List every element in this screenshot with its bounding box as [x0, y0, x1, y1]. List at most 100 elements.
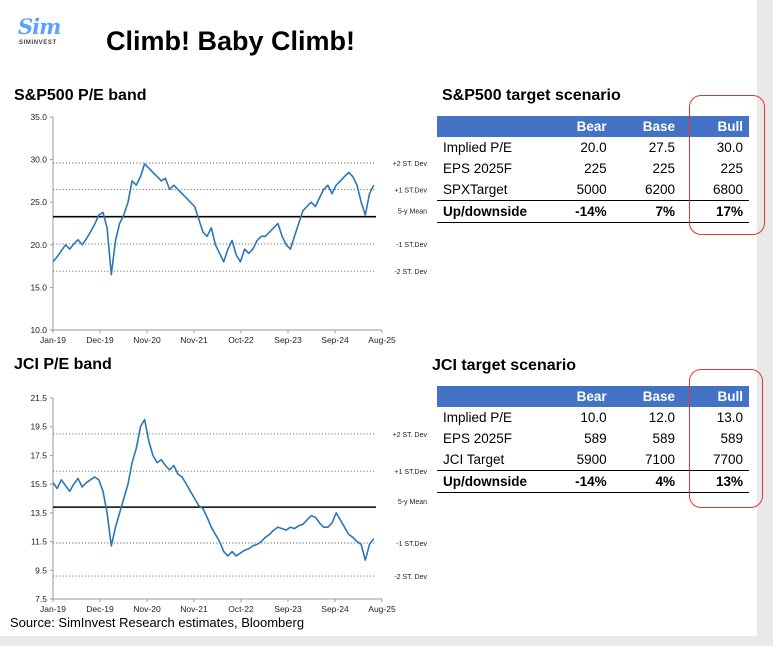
y-tick-label: 9.5	[35, 565, 47, 575]
band-label: -1 ST.Dev	[396, 541, 427, 548]
table-row: Implied P/E 20.0 27.5 30.0	[437, 137, 749, 158]
page-title: Climb! Baby Climb!	[106, 26, 356, 56]
x-tick-label: Sep-24	[321, 335, 349, 345]
logo-subtext: SIMINVEST	[19, 40, 57, 46]
cell-bull: 7700	[712, 452, 743, 467]
band-label: +2 ST. Dev	[393, 161, 428, 168]
cell-bear: -14%	[539, 200, 613, 223]
x-tick-label: Dec-19	[86, 335, 114, 345]
table-row: EPS 2025F 225 225 225	[437, 158, 749, 179]
cell-base: 6200	[644, 182, 675, 197]
window-frame-right	[757, 0, 773, 646]
cell-base: 7%	[612, 200, 681, 223]
cell-bull: 6800	[712, 182, 743, 197]
row-label: JCI Target	[443, 452, 505, 467]
logo-wordmark: Sim	[18, 14, 61, 39]
x-tick-label: Oct-22	[228, 335, 254, 345]
band-label: 5-y Mean	[398, 499, 427, 506]
x-tick-label: Nov-21	[180, 604, 208, 614]
cell-bear: 10.0	[580, 410, 607, 425]
sp-band-title: S&P500 P/E band	[14, 87, 147, 104]
cell-bull: 30.0	[716, 140, 743, 155]
y-tick-label: 15.0	[30, 282, 47, 292]
cell-bear: 20.0	[580, 140, 607, 155]
table-header-bear: Bear	[539, 386, 613, 407]
sp-target-table: Bear Base Bull Implied P/E 20.0 27.5 30.…	[437, 116, 749, 223]
cell-bull: 13.0	[716, 410, 743, 425]
row-label: EPS 2025F	[443, 161, 513, 176]
x-tick-label: Sep-24	[321, 604, 349, 614]
cell-base: 12.0	[648, 410, 675, 425]
pe-series-line	[52, 163, 375, 276]
table-row: JCI Target 5900 7100 7700	[437, 449, 749, 471]
x-tick-label: Aug-25	[368, 604, 396, 614]
band-label: -1 ST.Dev	[396, 242, 427, 249]
y-tick-label: 17.5	[30, 450, 47, 460]
jci-target-table: Bear Base Bull Implied P/E 10.0 12.0 13.…	[437, 386, 749, 493]
x-tick-label: Sep-23	[274, 604, 302, 614]
cell-base: 4%	[612, 470, 681, 493]
band-label: +2 ST. Dev	[393, 432, 428, 439]
band-label: -2 ST. Dev	[394, 574, 427, 581]
table-header-bull: Bull	[681, 386, 749, 407]
table-header-bull: Bull	[681, 116, 749, 137]
row-label: Implied P/E	[443, 410, 513, 425]
y-tick-label: 11.5	[31, 537, 47, 547]
y-tick-label: 10.0	[30, 325, 47, 335]
y-tick-label: 35.0	[30, 112, 47, 122]
table-row: EPS 2025F 589 589 589	[437, 428, 749, 449]
x-tick-label: Jan-19	[40, 604, 66, 614]
row-label: Up/downside	[437, 200, 540, 223]
y-tick-label: 25.0	[30, 197, 47, 207]
table-row: Up/downside -14% 4% 13%	[437, 470, 749, 493]
jci-target-title: JCI target scenario	[432, 357, 577, 374]
cell-bull: 589	[720, 431, 743, 446]
table-header-corner	[437, 116, 540, 137]
window-frame-bottom	[0, 636, 773, 646]
row-label: SPXTarget	[443, 182, 508, 197]
jci-band-title: JCI P/E band	[14, 356, 112, 373]
cell-bull: 13%	[681, 470, 749, 493]
row-label: Implied P/E	[443, 140, 513, 155]
table-header-base: Base	[612, 386, 681, 407]
table-row: Implied P/E 10.0 12.0 13.0	[437, 407, 749, 428]
cell-base: 589	[652, 431, 675, 446]
x-tick-label: Nov-20	[133, 335, 161, 345]
table-row: Up/downside -14% 7% 17%	[437, 200, 749, 223]
sp-target-title: S&P500 target scenario	[442, 87, 621, 104]
x-tick-label: Oct-22	[228, 604, 254, 614]
cell-bear: -14%	[539, 470, 613, 493]
pe-series-line	[52, 418, 375, 561]
table-header-corner	[437, 386, 540, 407]
y-tick-label: 15.5	[30, 479, 47, 489]
cell-bear: 5900	[576, 452, 607, 467]
cell-base: 225	[652, 161, 675, 176]
source-note: Source: SimInvest Research estimates, Bl…	[10, 615, 305, 630]
cell-base: 7100	[644, 452, 675, 467]
band-label: +1 ST.Dev	[395, 187, 428, 194]
band-label: -2 ST. Dev	[394, 269, 427, 276]
band-label: 5-y Mean	[398, 209, 427, 216]
cell-bear: 225	[584, 161, 607, 176]
x-tick-label: Aug-25	[368, 335, 396, 345]
table-row: SPXTarget 5000 6200 6800	[437, 179, 749, 201]
bull-highlight-sp	[689, 95, 765, 235]
x-tick-label: Jan-19	[40, 335, 66, 345]
y-tick-label: 13.5	[30, 508, 47, 518]
cell-bear: 5000	[576, 182, 607, 197]
bull-highlight-jci	[689, 369, 763, 508]
table-header-row: Bear Base Bull	[437, 116, 749, 137]
y-tick-label: 20.0	[30, 240, 47, 250]
y-tick-label: 7.5	[35, 594, 47, 604]
y-tick-label: 19.5	[30, 422, 47, 432]
cell-bull: 225	[720, 161, 743, 176]
x-tick-label: Nov-20	[133, 604, 161, 614]
table-header-row: Bear Base Bull	[437, 386, 749, 407]
table-header-base: Base	[612, 116, 681, 137]
y-tick-label: 30.0	[30, 155, 47, 165]
x-tick-label: Nov-21	[180, 335, 208, 345]
cell-base: 27.5	[648, 140, 675, 155]
row-label: Up/downside	[437, 470, 540, 493]
